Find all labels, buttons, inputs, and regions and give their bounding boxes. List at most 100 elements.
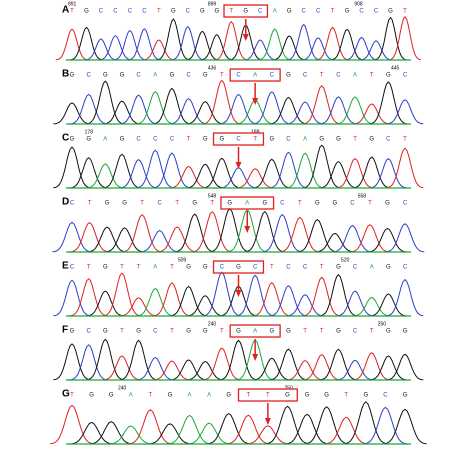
trace-peak [202, 271, 241, 317]
base-call: G [227, 201, 232, 207]
trace-peak [136, 287, 174, 317]
base-call: G [386, 265, 391, 271]
trace-peak [202, 347, 241, 381]
trace-peak [369, 293, 407, 317]
base-call: G [103, 265, 108, 271]
base-call: T [210, 201, 214, 207]
base-call: C [142, 9, 147, 15]
base-call: G [170, 73, 175, 79]
trace-peak [236, 339, 274, 381]
base-call: T [320, 265, 324, 271]
base-call: G [345, 9, 350, 15]
trace-peak [136, 149, 174, 189]
trace-peak [252, 282, 291, 317]
base-call: G [203, 265, 208, 271]
base-call: T [246, 393, 250, 399]
position-label: 436 [208, 65, 217, 71]
base-call: G [236, 265, 241, 271]
base-call: G [369, 137, 374, 143]
base-call: T [229, 9, 233, 15]
trace-peak [315, 232, 355, 253]
trace-peak [286, 294, 324, 317]
base-call: G [70, 329, 75, 335]
base-call: T [175, 201, 179, 207]
trace-peak [153, 360, 191, 381]
trace-peak [367, 227, 407, 253]
trace-peak [186, 295, 224, 317]
base-call: G [243, 9, 248, 15]
trace-peak [98, 35, 132, 61]
base-call: G [262, 201, 267, 207]
trace-peak [304, 406, 349, 445]
trace-peak [369, 81, 407, 125]
base-call: C [280, 201, 285, 207]
trace-peak [122, 213, 162, 253]
trace-peak [139, 230, 179, 253]
trace-peak [252, 91, 291, 125]
trace-peak [136, 91, 174, 125]
trace-peak [119, 297, 157, 317]
base-call: T [170, 329, 174, 335]
base-call: C [186, 9, 191, 15]
base-call: G [336, 137, 341, 143]
trace-peak [49, 404, 94, 445]
trace-peak [336, 359, 374, 381]
trace-peak [186, 101, 224, 125]
base-call: G [70, 73, 75, 79]
base-call: C [303, 73, 308, 79]
position-label: 240 [118, 385, 127, 391]
base-call: G [386, 73, 391, 79]
base-call: G [388, 9, 393, 15]
trace-peak [374, 16, 407, 61]
trace-peak [280, 216, 320, 253]
trace-peak [202, 79, 241, 125]
base-call: G [336, 265, 341, 271]
base-call: G [103, 73, 108, 79]
base-call: G [385, 201, 390, 207]
trace-peak [119, 94, 157, 125]
base-call: C [86, 329, 91, 335]
trace-peak [70, 26, 103, 61]
trace-peak [69, 221, 109, 253]
trace-peak [209, 208, 250, 253]
trace-peak [157, 226, 197, 253]
position-label: 509 [178, 257, 187, 263]
trace-peak [69, 344, 108, 381]
trace-peak [153, 87, 191, 125]
base-call: C [86, 73, 91, 79]
base-call: G [70, 137, 75, 143]
base-call: T [370, 73, 374, 79]
trace-peak [352, 156, 391, 189]
trace-peak [286, 101, 324, 125]
base-call: G [120, 73, 125, 79]
base-call: C [236, 137, 241, 143]
base-call: C [286, 137, 291, 143]
base-call: A [273, 9, 277, 15]
base-call: A [129, 393, 133, 399]
base-call: A [153, 265, 157, 271]
trace-peak [108, 425, 153, 445]
highlight-box [229, 324, 281, 338]
trace-peak [86, 80, 124, 125]
base-call: T [368, 201, 372, 207]
trace-peak [302, 354, 341, 381]
position-label: 558 [358, 193, 367, 199]
trace-peak [386, 147, 424, 189]
base-call: G [86, 137, 91, 143]
trace-peak [102, 100, 141, 125]
base-call: G [192, 201, 197, 207]
base-call: C [301, 9, 306, 15]
base-call: C [99, 9, 104, 15]
trace-peak [369, 157, 407, 189]
trace-peak [385, 223, 425, 253]
trace-peak [86, 290, 124, 317]
trace-peak [269, 348, 307, 381]
trace-peak [187, 422, 231, 445]
base-call: C [220, 265, 225, 271]
base-call: C [353, 265, 358, 271]
base-call: G [236, 329, 241, 335]
position-label: 520 [341, 257, 350, 263]
